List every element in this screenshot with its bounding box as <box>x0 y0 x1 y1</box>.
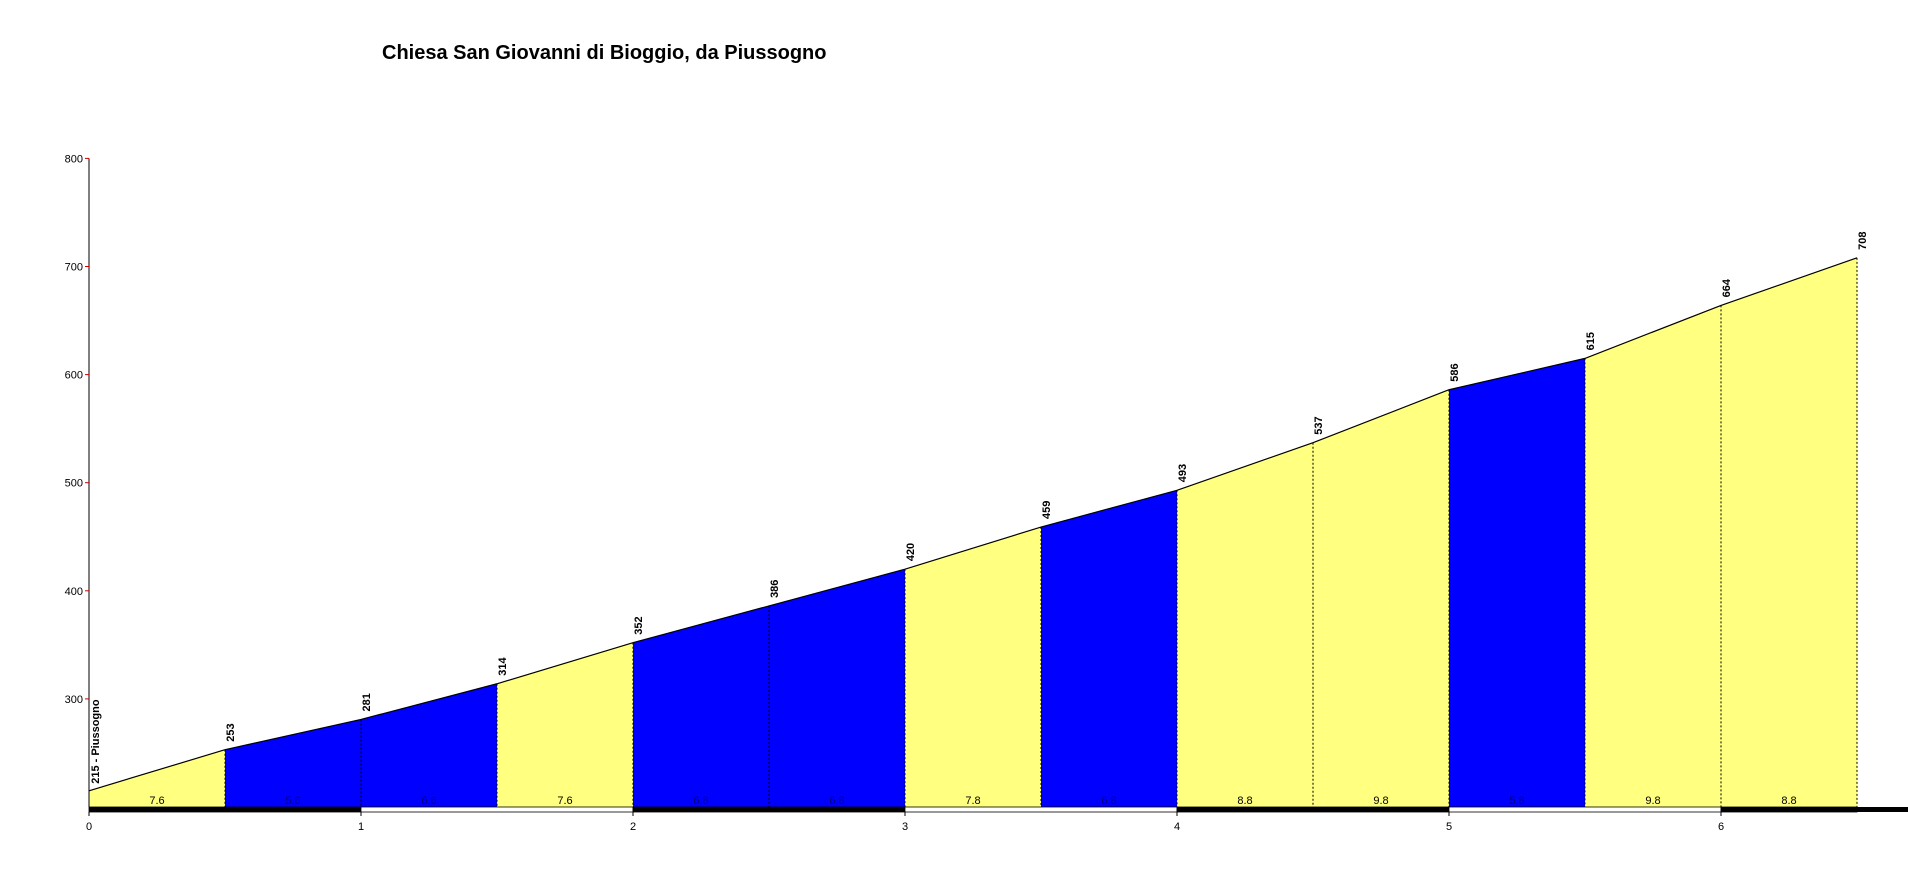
gradient-label-7: 6.8 <box>1101 795 1116 807</box>
gradient-label-5: 6.8 <box>829 795 844 807</box>
elevation-label-12: 708 <box>1857 231 1869 249</box>
gradient-label-6: 7.8 <box>965 795 980 807</box>
y-tick-label-4: 700 <box>65 262 83 274</box>
elevation-label-2: 314 <box>497 657 509 676</box>
y-tick-label-3: 600 <box>65 370 83 382</box>
x-tick-label-5: 5 <box>1446 821 1452 833</box>
chart-title: Chiesa San Giovanni di Bioggio, da Piuss… <box>382 42 827 64</box>
x-tick-label-1: 1 <box>358 821 364 833</box>
y-tick-label-2: 500 <box>65 478 83 490</box>
km-band-6 <box>1720 806 1858 813</box>
gradient-label-1: 5.6 <box>285 795 300 807</box>
x-tick-label-2: 2 <box>630 821 636 833</box>
segment-area-11 <box>1585 305 1721 807</box>
x-tick-label-6: 6 <box>1718 821 1724 833</box>
segment-area-4 <box>633 605 769 807</box>
elevation-label-8: 537 <box>1313 416 1325 434</box>
elevation-label-9: 586 <box>1449 363 1461 381</box>
gradient-label-12: 8.8 <box>1781 795 1796 807</box>
y-tick-label-1: 400 <box>65 586 83 598</box>
gradient-label-2: 6.6 <box>421 795 436 807</box>
start-label: 215 - Piussogno <box>90 699 102 784</box>
elevation-label-1: 281 <box>361 693 373 711</box>
km-band-2 <box>632 806 906 813</box>
gradient-label-3: 7.6 <box>557 795 572 807</box>
x-tick-label-0: 0 <box>86 821 92 833</box>
gradient-label-4: 6.8 <box>693 795 708 807</box>
segment-area-10 <box>1449 358 1585 807</box>
gradient-label-9: 9.8 <box>1373 795 1388 807</box>
gradient-label-10: 5.8 <box>1509 795 1524 807</box>
gradient-label-0: 7.6 <box>149 795 164 807</box>
segment-area-9 <box>1313 389 1449 807</box>
segment-area-5 <box>769 569 905 807</box>
segment-area-6 <box>905 527 1041 807</box>
elevation-label-11: 664 <box>1721 278 1733 297</box>
km-band-1 <box>360 806 634 813</box>
gradient-label-8: 8.8 <box>1237 795 1252 807</box>
km-band-4 <box>1176 806 1450 813</box>
elevation-label-5: 420 <box>905 543 917 561</box>
km-band-5 <box>1448 806 1722 813</box>
segment-area-2 <box>361 683 497 807</box>
km-band-3 <box>904 806 1178 813</box>
y-tick-label-5: 800 <box>65 153 83 165</box>
y-tick-label-0: 300 <box>65 694 83 706</box>
segment-area-1 <box>225 719 361 807</box>
elevation-label-4: 386 <box>769 580 781 598</box>
km-band-tail <box>1857 807 1908 812</box>
elevation-label-3: 352 <box>633 616 645 634</box>
elevation-label-6: 459 <box>1041 501 1053 519</box>
elevation-label-0: 253 <box>225 723 237 741</box>
elevation-label-7: 493 <box>1177 464 1189 482</box>
km-band-0 <box>88 806 362 813</box>
segment-area-0 <box>89 749 225 807</box>
segment-area-3 <box>497 642 633 807</box>
segment-area-8 <box>1177 442 1313 807</box>
gradient-label-11: 9.8 <box>1645 795 1660 807</box>
elevation-label-10: 615 <box>1585 332 1597 350</box>
x-tick-label-3: 3 <box>902 821 908 833</box>
segment-area-7 <box>1041 490 1177 807</box>
segment-area-12 <box>1721 257 1857 807</box>
profile-line <box>88 257 1858 792</box>
x-tick-label-4: 4 <box>1174 821 1180 833</box>
